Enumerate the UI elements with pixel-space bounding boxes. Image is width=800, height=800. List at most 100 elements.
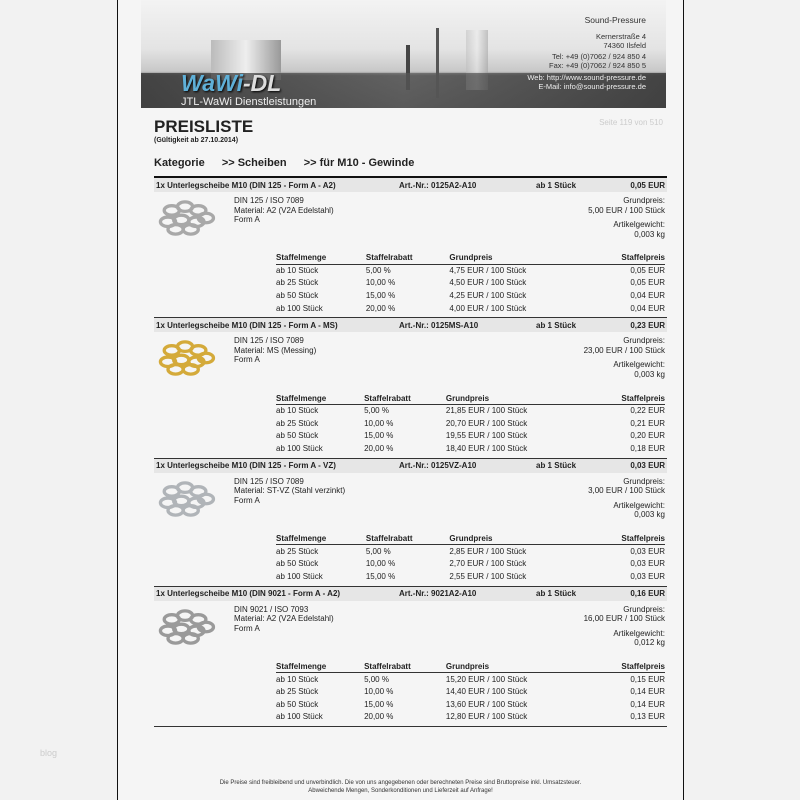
tier-cell: 10,00 % <box>364 686 394 696</box>
column-header: Grundpreis <box>445 392 589 405</box>
tier-cell: 0,14 EUR <box>630 699 665 709</box>
column-header: Grundpreis <box>445 660 589 674</box>
tier-cell: 21,85 EUR / 100 Stück <box>445 406 528 416</box>
tier-cell: 0,05 EUR <box>630 278 665 288</box>
product-section: 1x Unterlegscheibe M10 (DIN 125 - Form A… <box>154 178 667 319</box>
tier-cell: 12,80 EUR / 100 Stück <box>445 712 528 722</box>
weight: 0,012 kg <box>634 638 665 648</box>
unit-price: 0,05 EUR <box>630 180 665 190</box>
watermark: blog <box>40 748 58 758</box>
tier-cell: 13,60 EUR / 100 Stück <box>445 699 528 709</box>
article-number: Art.-Nr.: 9021A2-A10 <box>399 589 477 599</box>
article-number: Art.-Nr.: 0125VZ-A10 <box>399 461 477 471</box>
tier-cell: 4,50 EUR / 100 Stück <box>449 278 527 288</box>
product-header: 1x Unterlegscheibe M10 (DIN 125 - Form A… <box>154 318 667 333</box>
tier-cell: 0,04 EUR <box>630 290 665 300</box>
page-title: PREISLISTE <box>154 117 254 136</box>
product-description: DIN 125 / ISO 7089 Material: A2 (V2A Edel… <box>234 196 334 224</box>
price-list-page: WaWi-DL JTL-WaWi Dienstleistungen Sound-… <box>117 0 684 800</box>
tier-cell: 18,40 EUR / 100 Stück <box>445 443 528 453</box>
tier-cell: 5,00 % <box>365 546 391 556</box>
tier-cell: ab 10 Stück <box>276 406 319 416</box>
tier-cell: ab 50 Stück <box>276 431 319 441</box>
tier-cell: ab 50 Stück <box>276 699 319 709</box>
product-description: DIN 125 / ISO 7089 Material: ST-VZ (Stahl… <box>234 476 346 505</box>
tier-row: ab 50 Stück 15,00 % 19,55 EUR / 100 Stück 0… <box>276 430 665 443</box>
column-header: Staffelmenge <box>276 532 366 546</box>
tier-cell: ab 50 Stück <box>276 290 319 300</box>
washer-image <box>158 200 216 236</box>
base-price: 3,00 EUR / 100 Stück <box>588 486 665 496</box>
tier-cell: 5,00 % <box>365 266 391 276</box>
tier-row: ab 10 Stück 5,00 % 4,75 EUR / 100 Stück 0,0… <box>276 264 665 277</box>
tier-row: ab 25 Stück 10,00 % 20,70 EUR / 100 Stück 0… <box>276 417 665 430</box>
product-section: 1x Unterlegscheibe M10 (DIN 125 - Form A… <box>154 318 667 459</box>
tier-cell: 20,00 % <box>364 712 394 722</box>
tier-cell: ab 100 Stück <box>276 303 323 313</box>
min-quantity: ab 1 Stück <box>536 461 577 471</box>
breadcrumb-item: Kategorie <box>154 157 205 169</box>
product-name: 1x Unterlegscheibe M10 (DIN 125 - Form A… <box>156 320 338 330</box>
article-number: Art.-Nr.: 0125A2-A10 <box>399 180 477 190</box>
product-header: 1x Unterlegscheibe M10 (DIN 9021 - Form … <box>154 586 667 601</box>
unit-price: 0,16 EUR <box>630 589 665 599</box>
column-header: Staffelpreis <box>587 252 665 265</box>
product-name: 1x Unterlegscheibe M10 (DIN 125 - Form A… <box>156 180 336 190</box>
tier-cell: 4,00 EUR / 100 Stück <box>449 303 527 313</box>
tier-cell: ab 100 Stück <box>276 571 323 581</box>
breadcrumb-item: >> für M10 - Gewinde <box>303 157 415 169</box>
tier-cell: ab 25 Stück <box>276 546 319 556</box>
column-header: Staffelmenge <box>276 252 366 265</box>
tier-cell: 20,70 EUR / 100 Stück <box>445 418 528 428</box>
tier-cell: 0,04 EUR <box>630 303 665 313</box>
column-header: Staffelpreis <box>588 660 665 674</box>
tier-cell: 0,20 EUR <box>630 431 665 441</box>
tier-cell: ab 10 Stück <box>276 266 319 276</box>
tier-cell: 0,03 EUR <box>630 571 665 581</box>
price-info: Grundpreis: 23,00 EUR / 100 Stück Artikelg… <box>583 336 665 379</box>
tier-price-table: Staffelmenge Staffelrabatt Grundpreis Staff… <box>276 532 665 583</box>
tier-row: ab 10 Stück 5,00 % 21,85 EUR / 100 Stück 0,… <box>276 404 665 417</box>
tier-cell: 15,00 % <box>364 699 394 709</box>
tier-cell: ab 100 Stück <box>276 712 323 722</box>
tier-cell: ab 10 Stück <box>276 674 319 684</box>
base-price: 23,00 EUR / 100 Stück <box>583 345 665 355</box>
tier-cell: ab 25 Stück <box>276 686 319 696</box>
tier-price-table: Staffelmenge Staffelrabatt Grundpreis Staff… <box>276 252 665 314</box>
header-banner: WaWi-DL JTL-WaWi Dienstleistungen Sound-… <box>141 0 666 108</box>
tier-cell: ab 50 Stück <box>276 559 319 569</box>
article-number: Art.-Nr.: 0125MS-A10 <box>399 320 479 330</box>
tier-cell: 0,21 EUR <box>630 418 665 428</box>
column-header: Staffelpreis <box>587 532 665 546</box>
price-info: Grundpreis: 5,00 EUR / 100 Stück Artikelge… <box>588 196 665 239</box>
tier-row: ab 25 Stück 10,00 % 4,50 EUR / 100 Stück 0,… <box>276 277 665 290</box>
tier-row: ab 100 Stück 20,00 % 18,40 EUR / 100 Stück… <box>276 442 665 455</box>
tier-cell: 15,00 % <box>365 290 396 300</box>
column-header: Staffelrabatt <box>365 532 450 546</box>
product-list: 1x Unterlegscheibe M10 (DIN 125 - Form A… <box>154 176 667 727</box>
tier-cell: 2,70 EUR / 100 Stück <box>449 559 527 569</box>
tier-cell: 10,00 % <box>365 559 396 569</box>
tier-row: ab 100 Stück 15,00 % 2,55 EUR / 100 Stück 0… <box>276 570 665 583</box>
tier-row: ab 50 Stück 15,00 % 13,60 EUR / 100 Stück 0… <box>276 698 665 711</box>
product-section: 1x Unterlegscheibe M10 (DIN 125 - Form A… <box>154 458 667 587</box>
washer-image <box>158 608 216 645</box>
min-quantity: ab 1 Stück <box>536 589 577 599</box>
tier-cell: 5,00 % <box>364 406 389 416</box>
washer-image <box>158 340 216 377</box>
product-description: DIN 9021 / ISO 7093 Material: A2 (V2A Ede… <box>234 604 334 633</box>
tier-cell: 0,13 EUR <box>630 712 665 722</box>
product-header: 1x Unterlegscheibe M10 (DIN 125 - Form A… <box>154 178 667 192</box>
tier-cell: 0,15 EUR <box>630 674 665 684</box>
company-web: Web: http://www.sound-pressure.de E-Mail:… <box>527 73 646 91</box>
tier-cell: 20,00 % <box>364 443 394 453</box>
weight: 0,003 kg <box>634 229 665 239</box>
tier-cell: 4,75 EUR / 100 Stück <box>449 266 527 276</box>
tier-row: ab 100 Stück 20,00 % 4,00 EUR / 100 Stück 0… <box>276 302 665 315</box>
price-info: Grundpreis: 3,00 EUR / 100 Stück Artikelge… <box>588 476 665 520</box>
tier-cell: 0,22 EUR <box>630 406 665 416</box>
column-header: Staffelpreis <box>588 392 665 405</box>
base-price: 5,00 EUR / 100 Stück <box>588 205 665 215</box>
price-info: Grundpreis: 16,00 EUR / 100 Stück Artikelg… <box>583 604 665 648</box>
tier-cell: 14,40 EUR / 100 Stück <box>445 686 528 696</box>
